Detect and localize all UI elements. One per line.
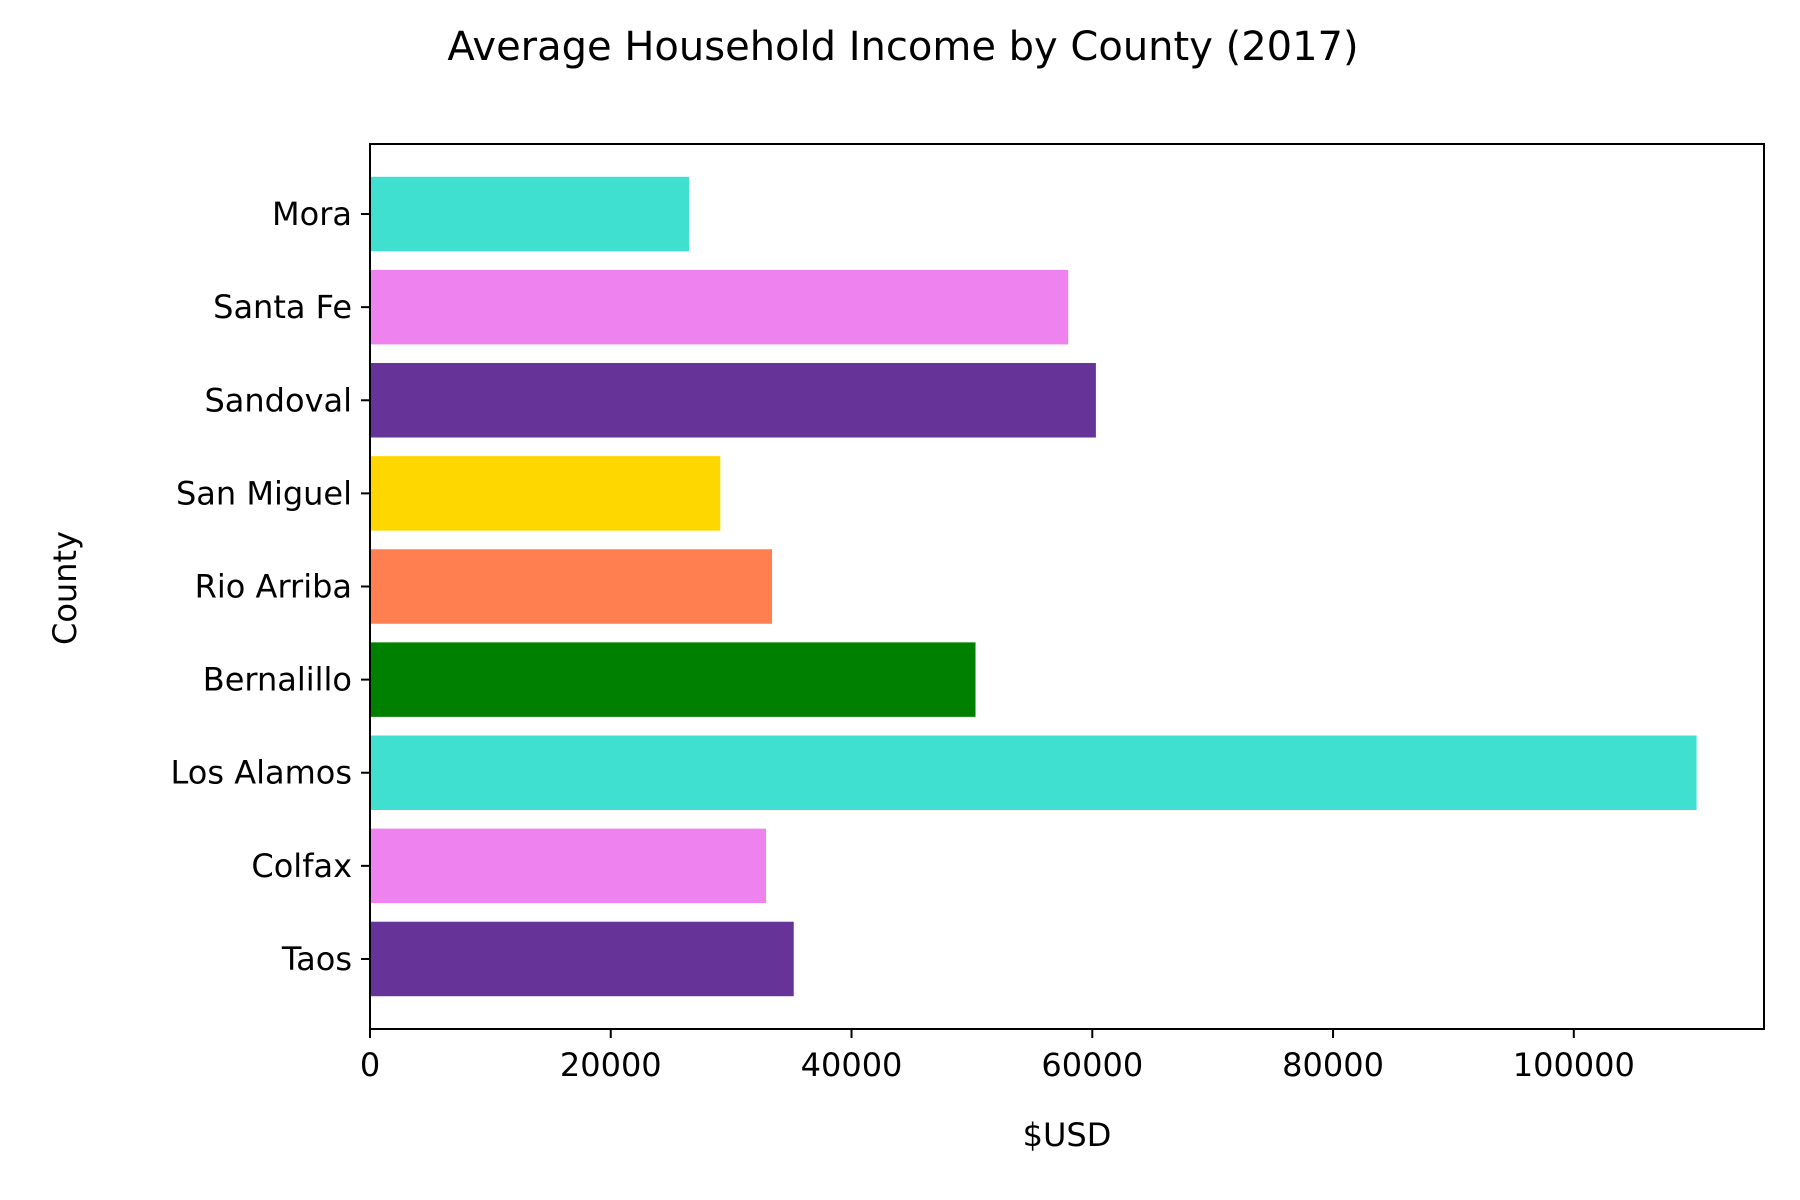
x-tick-label: 20000: [560, 1046, 662, 1084]
x-tick-label: 80000: [1282, 1046, 1384, 1084]
x-axis-label: $USD: [1023, 1116, 1112, 1154]
bar-sandoval: [370, 363, 1096, 438]
bar-rio-arriba: [370, 549, 773, 624]
chart-title: Average Household Income by County (2017…: [447, 24, 1358, 70]
bar-taos: [370, 921, 794, 997]
y-axis-ticks: Taos Colfax Los Alamos Bernalillo Rio Arriba…: [171, 195, 370, 978]
bar-bernalillo: [370, 642, 976, 717]
y-tick-label: Sandoval: [204, 381, 352, 419]
x-tick-label: 40000: [801, 1046, 903, 1084]
y-tick-label: Mora: [272, 195, 352, 233]
y-tick-label: San Miguel: [176, 474, 352, 512]
y-tick-label: Bernalillo: [203, 661, 352, 699]
y-axis-label: County: [46, 531, 84, 645]
bar-los-alamos: [370, 735, 1697, 810]
x-axis-ticks: 0 20000 40000 60000 80000 100000: [360, 1029, 1635, 1084]
x-tick-label: 100000: [1513, 1046, 1635, 1084]
bars-group: [370, 176, 1697, 997]
bar-colfax: [370, 828, 767, 904]
bar-san-miguel: [370, 456, 721, 531]
x-tick-label: 0: [360, 1046, 380, 1084]
y-tick-label: Taos: [281, 940, 352, 978]
bar-santa-fe: [370, 269, 1069, 345]
y-tick-label: Rio Arriba: [195, 568, 352, 606]
y-tick-label: Los Alamos: [171, 754, 353, 792]
bar-mora: [370, 176, 690, 252]
y-tick-label: Colfax: [251, 847, 352, 885]
y-tick-label: Santa Fe: [213, 288, 352, 326]
x-tick-label: 60000: [1041, 1046, 1143, 1084]
